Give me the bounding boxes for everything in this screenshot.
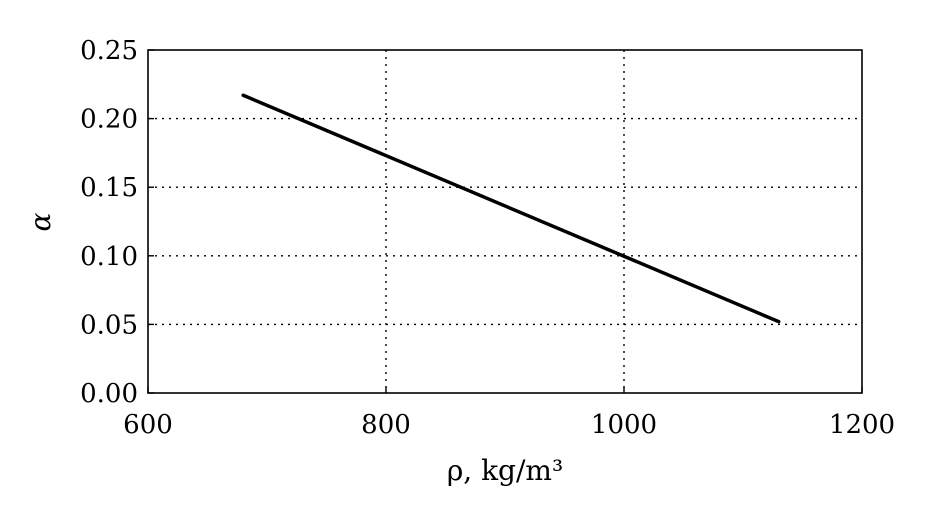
x-tick-label: 800 (361, 410, 411, 440)
y-tick-label: 0.10 (80, 242, 138, 272)
y-axis-label: α (24, 212, 57, 231)
y-tick-label: 0.05 (80, 310, 138, 340)
y-tick-label: 0.00 (80, 379, 138, 409)
y-tick-labels: 0.00 0.05 0.10 0.15 0.20 0.25 (80, 36, 138, 409)
series-line (241, 93, 781, 324)
ticks (147, 49, 863, 394)
series-layer (241, 93, 781, 324)
x-tick-label: 600 (123, 410, 173, 440)
x-tick-labels: 600 800 1000 1200 (123, 410, 895, 440)
x-axis-label: ρ, kg/m³ (447, 454, 563, 487)
y-tick-label: 0.25 (80, 36, 138, 66)
plot-frame (147, 49, 863, 394)
y-tick-label: 0.20 (80, 105, 138, 135)
y-tick-label: 0.15 (80, 173, 138, 203)
x-tick-label: 1200 (829, 410, 895, 440)
x-tick-label: 1000 (591, 410, 657, 440)
grid (148, 50, 862, 393)
